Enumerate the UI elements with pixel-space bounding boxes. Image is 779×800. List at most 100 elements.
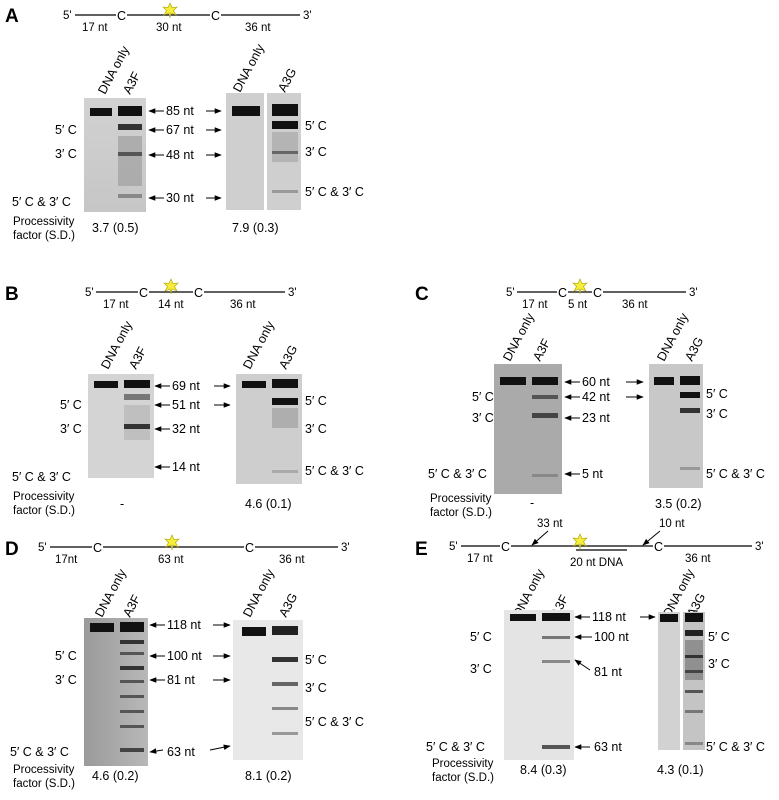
size-label: 30 nt [166, 191, 194, 205]
cut-label: 3′ C [60, 422, 82, 436]
cut-label: 5′ C [706, 387, 728, 401]
cut-label: 5′ C [305, 394, 327, 408]
seg3-label: 36 nt [685, 553, 711, 565]
pf-label: Processivity [430, 493, 492, 505]
cut-label: 5′ C [55, 649, 77, 663]
size-label: 63 nt [167, 745, 195, 759]
c2-label: C [654, 540, 663, 554]
pf-value: - [120, 497, 124, 511]
gel-left [84, 98, 146, 212]
seg1-label: 17 nt [467, 553, 493, 565]
size-label: 118 nt [592, 610, 626, 624]
seg2-label: 5 nt [568, 299, 588, 311]
cut-label: 5′ C & 3′ C [10, 745, 69, 759]
c1-label: C [139, 286, 148, 300]
pf-label: Processivity [432, 758, 494, 770]
cut-label: 5′ C [470, 630, 492, 644]
seg2-label: 30 nt [156, 22, 182, 34]
size-label: 100 nt [594, 630, 629, 644]
size-markers: 60 nt 42 nt 23 nt 5 nt [564, 375, 644, 481]
prime5-label: 5' [63, 10, 72, 22]
c2-label: C [194, 286, 203, 300]
seg2-label: 14 nt [158, 299, 184, 311]
annot-label: 10 nt [659, 518, 685, 530]
panel-label: B [5, 284, 19, 305]
pf-value: 4.3 (0.1) [657, 763, 704, 777]
pf-value: - [530, 496, 534, 510]
gel-right [233, 620, 303, 760]
size-label: 85 nt [166, 104, 194, 118]
cut-label: 5′ C [305, 119, 327, 133]
pf-value: 8.4 (0.3) [520, 763, 567, 777]
gel-right [649, 364, 703, 488]
pf-value: 7.9 (0.3) [232, 221, 279, 235]
size-markers: 118 nt 100 nt 81 nt 63 nt [574, 610, 656, 754]
c1-label: C [117, 9, 126, 23]
cut-label: 3′ C [55, 673, 77, 687]
pf-label: factor (S.D.) [13, 230, 75, 242]
cut-label: 5′ C [60, 398, 82, 412]
panel-label: C [415, 284, 429, 305]
size-label: 14 nt [172, 460, 200, 474]
seg2-label: 63 nt [158, 554, 184, 566]
prime3-label: 3' [755, 541, 764, 553]
size-label: 69 nt [172, 379, 200, 393]
seg1-label: 17nt [55, 554, 78, 566]
c2-label: C [593, 286, 602, 300]
size-markers: 69 nt 51 nt 32 nt 14 nt [154, 379, 231, 474]
cut-label: 5′ C & 3′ C [428, 467, 487, 481]
seg3-label: 36 nt [279, 554, 305, 566]
pf-label: factor (S.D.) [430, 507, 492, 519]
seg1-label: 17 nt [522, 299, 548, 311]
cut-label: 3′ C [305, 681, 327, 695]
panel-d: D 5' C C 3' 17nt 63 nt 36 nt DNA only A3… [5, 534, 364, 790]
cut-label: 5′ C & 3′ C [706, 740, 765, 754]
prime5-label: 5' [449, 541, 458, 553]
prime5-label: 5' [506, 287, 515, 299]
lane-label: DNA only [240, 566, 277, 619]
c2-label: C [211, 9, 220, 23]
gel-left [88, 374, 154, 478]
lane-label: A3F [120, 592, 143, 619]
cut-label: 5′ C & 3′ C [426, 740, 485, 754]
pf-label: Processivity [13, 491, 75, 503]
size-label: 67 nt [166, 123, 194, 137]
prime3-label: 3' [303, 10, 312, 22]
seg3-label: 36 nt [245, 22, 271, 34]
pf-label: Processivity [13, 216, 75, 228]
lane-label: A3G [276, 343, 300, 372]
pf-value: 3.5 (0.2) [655, 497, 702, 511]
panel-c: C 5' C C 3' 17 nt 5 nt 36 nt DNA only A3… [415, 278, 765, 519]
prime5-label: 5' [38, 542, 47, 554]
cut-label: 5′ C & 3′ C [12, 470, 71, 484]
cut-label: 5′ C [472, 390, 494, 404]
cut-label: 5′ C & 3′ C [305, 715, 364, 729]
pf-value: 8.1 (0.2) [245, 769, 292, 783]
size-markers: 118 nt 100 nt 81 nt 63 nt [149, 618, 231, 759]
dna-label: 20 nt DNA [570, 557, 623, 569]
cut-label: 5′ C & 3′ C [305, 185, 364, 199]
prime3-label: 3' [689, 287, 698, 299]
prime3-label: 3' [288, 287, 297, 299]
gel-right [226, 93, 301, 210]
size-label: 60 nt [582, 375, 610, 389]
size-label: 118 nt [167, 618, 201, 632]
pf-value: 3.7 (0.5) [92, 221, 139, 235]
prime3-label: 3' [341, 542, 350, 554]
fluorophore-star-icon [164, 534, 180, 551]
cut-label: 3′ C [708, 657, 730, 671]
cut-label: 3′ C [472, 411, 494, 425]
pf-label: Processivity [13, 764, 75, 776]
schematic: 5' C C 3' 17nt 63 nt 36 nt [38, 534, 350, 566]
schematic: 5' C C 3' 17 nt 5 nt 36 nt [506, 278, 698, 311]
cut-label: 3′ C [55, 147, 77, 161]
fluorophore-star-icon [162, 2, 178, 19]
panel-e: E 5' C C 3' 33 nt 10 nt 17 nt 20 nt DNA … [415, 518, 765, 784]
cut-label: 3′ C [706, 407, 728, 421]
lane-label: DNA only [230, 41, 267, 94]
prime5-label: 5' [85, 287, 94, 299]
gel-right [236, 374, 302, 484]
cut-label: 5′ C [55, 123, 77, 137]
pf-value: 4.6 (0.2) [92, 769, 139, 783]
